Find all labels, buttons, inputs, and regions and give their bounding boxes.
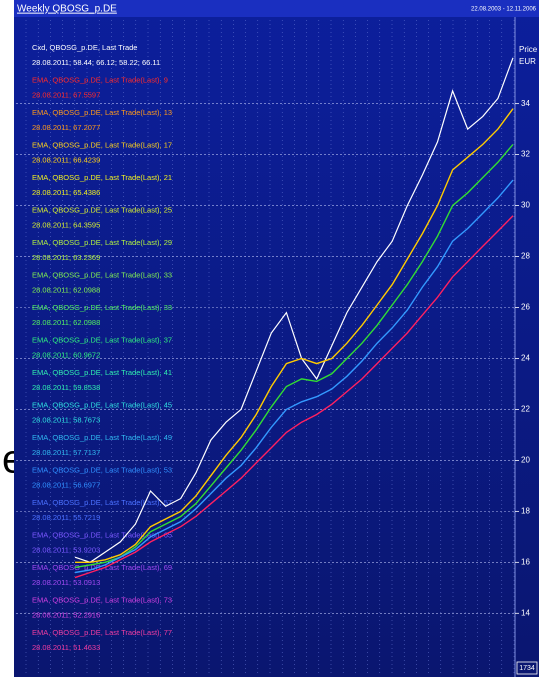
date-range: 22.08.2003 - 12.11.2006 (471, 7, 537, 13)
legend-label: EMA, QBOSG_p.DE, Last Trade(Last), 69 (32, 563, 172, 572)
legend-value: 28.08.2011; 62.0988 (32, 285, 100, 294)
chart-title: Weekly QBOSG_p.DE (17, 4, 117, 15)
axis-label: EUR (519, 57, 536, 66)
legend-label: EMA, QBOSG_p.DE, Last Trade(Last), 29 (32, 238, 172, 247)
legend-value: 28.08.2011; 52.2916 (32, 610, 100, 619)
price-line (74, 57, 514, 563)
legend-value: 28.08.2011; 58.44; 66.12; 58.22; 66.11 (32, 58, 160, 67)
legend-label: EMA, QBOSG_p.DE, Last Trade(Last), 57 (32, 498, 172, 507)
legend-value: 28.08.2011; 60.9672 (32, 350, 100, 359)
legend-value: 28.08.2011; 58.7673 (32, 415, 100, 424)
y-tick-label: 14 (521, 608, 530, 617)
ema-line (75, 108, 514, 563)
y-tick-label: 16 (521, 557, 530, 566)
y-tick-label: 20 (521, 456, 530, 465)
legend-label: EMA, QBOSG_p.DE, Last Trade(Last), 9 (32, 75, 168, 84)
legend-value: 28.08.2011; 51.4633 (32, 643, 100, 652)
legend-value: 28.08.2011; 53.9203 (32, 545, 100, 554)
header (14, 0, 539, 17)
legend-value: 28.08.2011; 55.7219 (32, 513, 100, 522)
y-tick-label: 28 (521, 252, 530, 261)
legend-value: 28.08.2011; 67.5597 (32, 90, 100, 99)
y-tick-label: 30 (521, 201, 530, 210)
legend-label: EMA, QBOSG_p.DE, Last Trade(Last), 53 (32, 465, 172, 474)
legend-value: 28.08.2011; 65.4386 (32, 188, 100, 197)
legend-label: EMA, QBOSG_p.DE, Last Trade(Last), 17 (32, 140, 172, 149)
legend-value: 28.08.2011; 53.0913 (32, 578, 100, 587)
legend-label: EMA, QBOSG_p.DE, Last Trade(Last), 65 (32, 530, 172, 539)
legend-label: EMA, QBOSG_p.DE, Last Trade(Last), 49 (32, 433, 172, 442)
legend-value: 28.08.2011; 62.0988 (32, 318, 100, 327)
y-tick-label: 18 (521, 506, 530, 515)
ema-line (74, 143, 514, 569)
legend-label: EMA, QBOSG_p.DE, Last Trade(Last), 37 (32, 335, 172, 344)
legend-value: 28.08.2011; 59.8538 (32, 383, 100, 392)
legend-label: EMA, QBOSG_p.DE, Last Trade(Last), 25 (32, 205, 172, 214)
ema-line (74, 179, 514, 574)
legend-value: 28.08.2011; 63.2369 (32, 253, 100, 262)
y-tick-label: 34 (521, 99, 530, 108)
legend-value: 28.08.2011; 64.3595 (32, 220, 100, 229)
axis-label: Price (519, 45, 538, 54)
legend-label: Cxd, QBOSG_p.DE, Last Trade (32, 43, 137, 52)
legend-label: EMA, QBOSG_p.DE, Last Trade(Last), 33 (32, 270, 172, 279)
corner-box (516, 661, 538, 675)
legend-label: EMA, QBOSG_p.DE, Last Trade(Last), 13 (32, 108, 172, 117)
legend-label: EMA, QBOSG_p.DE, Last Trade(Last), 41 (32, 368, 172, 377)
legend-label: EMA, QBOSG_p.DE, Last Trade(Last), 77 (32, 628, 172, 637)
corner-label: 1734 (519, 665, 535, 672)
legend-label: EMA, QBOSG_p.DE, Last Trade(Last), 73 (32, 595, 172, 604)
y-tick-label: 24 (521, 354, 530, 363)
legend-label: EMA, QBOSG_p.DE, Last Trade(Last), 21 (32, 173, 172, 182)
legend-value: 28.08.2011; 66.4239 (32, 155, 100, 164)
y-tick-label: 32 (521, 150, 530, 159)
legend-label: EMA, QBOSG_p.DE, Last Trade(Last), 45 (32, 400, 172, 409)
panel (14, 0, 539, 677)
legend-value: 28.08.2011; 56.6977 (32, 480, 100, 489)
legend-value: 28.08.2011; 57.7137 (32, 448, 100, 457)
legend-value: 28.08.2011; 67.2077 (32, 123, 100, 132)
legend-label: EMA, QBOSG_p.DE, Last Trade(Last), 33 (32, 303, 172, 312)
y-tick-label: 26 (521, 303, 530, 312)
ema-line (74, 215, 514, 579)
y-tick-label: 22 (521, 405, 530, 414)
